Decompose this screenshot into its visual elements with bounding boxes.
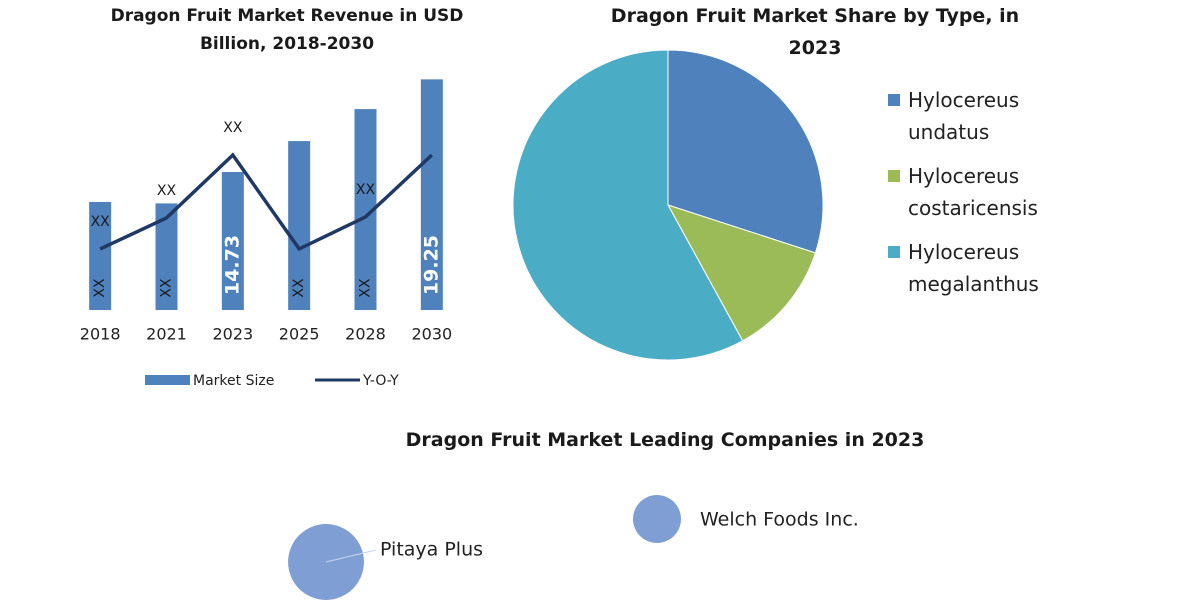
legend-label: Hylocereus megalanthus bbox=[908, 240, 1039, 296]
bar bbox=[354, 109, 377, 310]
data-label: XX bbox=[358, 278, 374, 298]
legend-label: Y-O-Y bbox=[362, 373, 399, 389]
pie-slice bbox=[666, 204, 817, 342]
chart-title: Dragon Fruit Market Share by Type, in 20… bbox=[610, 5, 1020, 59]
bubble-label: Welch Foods Inc. bbox=[700, 509, 859, 531]
legend: Hylocereus undatus Hylocereus costaricens… bbox=[882, 84, 1062, 312]
chart-title: Dragon Fruit Market Leading Companies in… bbox=[405, 429, 925, 451]
legend-swatch bbox=[145, 375, 190, 385]
line bbox=[99, 152, 434, 252]
data-label: XX bbox=[92, 278, 108, 298]
data-label: XX bbox=[223, 120, 243, 136]
legend-item: Hylocereus megalanthus bbox=[882, 236, 1062, 300]
pie-slice bbox=[512, 49, 744, 361]
x-tick-label: 2028 bbox=[345, 325, 386, 344]
chart-title: Dragon Fruit Market Revenue in USD Billi… bbox=[110, 6, 464, 54]
bar bbox=[89, 201, 112, 310]
legend-item: Hylocereus undatus bbox=[882, 84, 1062, 148]
data-label: XX bbox=[291, 278, 307, 298]
bar bbox=[221, 172, 244, 310]
bar bbox=[155, 203, 178, 310]
x-tick-label: 2018 bbox=[80, 325, 121, 344]
x-tick-label: 2030 bbox=[411, 325, 452, 344]
legend-swatch bbox=[888, 94, 900, 106]
leader-line bbox=[325, 549, 377, 563]
legend-swatch bbox=[888, 170, 900, 182]
bubble-label: Pitaya Plus bbox=[380, 539, 483, 561]
bubble bbox=[633, 495, 681, 543]
legend-label: Market Size bbox=[193, 373, 274, 389]
legend-label: Hylocereus costaricensis bbox=[908, 164, 1038, 220]
bar bbox=[288, 141, 311, 310]
legend-swatch bbox=[888, 246, 900, 258]
legend-label: Hylocereus undatus bbox=[908, 88, 1020, 144]
x-tick-label: 2025 bbox=[279, 325, 320, 344]
data-label: 14.73 bbox=[221, 235, 243, 295]
data-label: XX bbox=[356, 182, 376, 198]
data-label: XX bbox=[91, 214, 111, 230]
x-tick-label: 2021 bbox=[146, 325, 187, 344]
legend-item: Hylocereus costaricensis bbox=[882, 160, 1062, 224]
data-label: XX bbox=[157, 183, 177, 199]
pie-slice bbox=[667, 49, 824, 254]
data-label: XX bbox=[159, 278, 175, 298]
data-label: 19.25 bbox=[420, 235, 442, 295]
x-tick-label: 2023 bbox=[212, 325, 253, 344]
bar bbox=[420, 79, 443, 310]
